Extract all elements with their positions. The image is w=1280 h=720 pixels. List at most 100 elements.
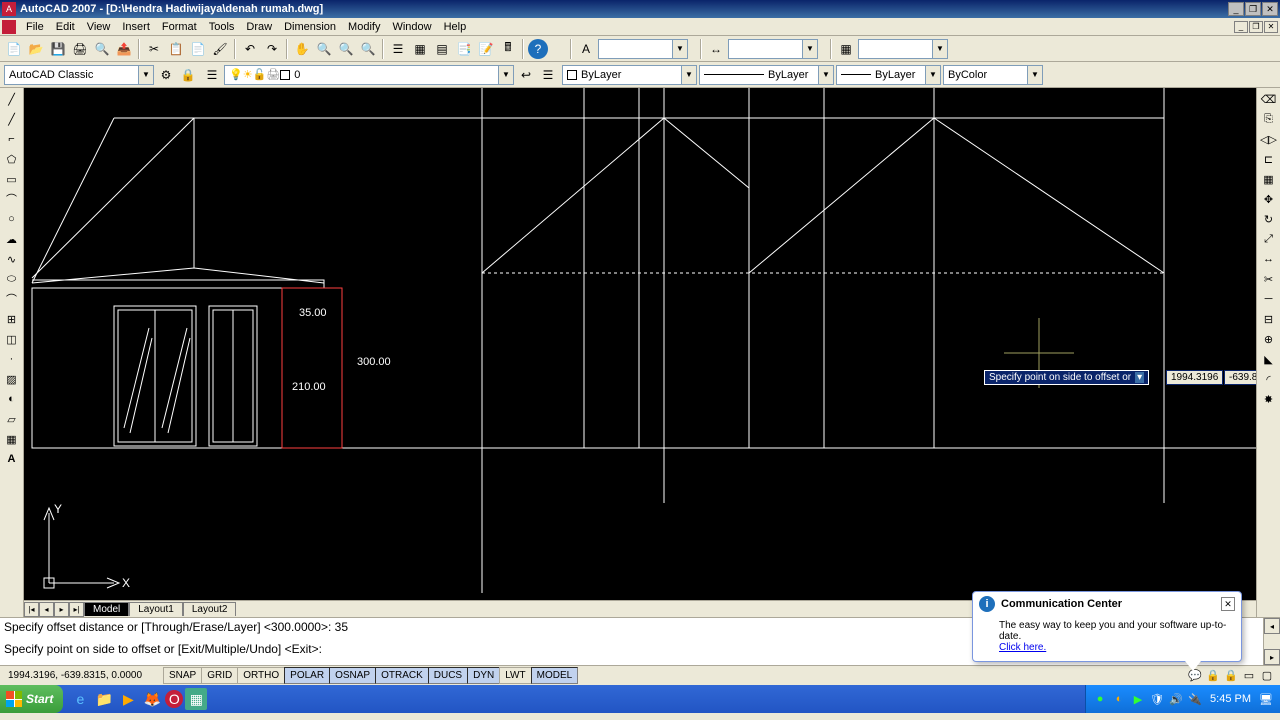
menu-modify[interactable]: Modify	[342, 19, 386, 35]
preview-button[interactable]: 🔍	[92, 39, 112, 59]
toggle-polar[interactable]: POLAR	[284, 667, 330, 684]
clean-screen-icon[interactable]: ▢	[1259, 668, 1275, 684]
toggle-lwt[interactable]: LWT	[499, 667, 531, 684]
arc-tool[interactable]: ⌒	[2, 190, 22, 208]
menu-insert[interactable]: Insert	[116, 19, 156, 35]
line-tool[interactable]: ╱	[2, 90, 22, 108]
tab-layout1[interactable]: Layout1	[129, 602, 183, 616]
toolbar-lock-icon[interactable]: 🔒	[1223, 668, 1239, 684]
cut-button[interactable]: ✂	[144, 39, 164, 59]
insert-tool[interactable]: ⊞	[2, 310, 22, 328]
tray-icon-5[interactable]: 🔊	[1168, 691, 1184, 707]
save-button[interactable]: 💾	[48, 39, 68, 59]
tray-icon-3[interactable]: ▶	[1130, 691, 1146, 707]
toggle-grid[interactable]: GRID	[201, 667, 238, 684]
erase-tool[interactable]: ⌫	[1259, 90, 1279, 108]
toggle-ortho[interactable]: ORTHO	[237, 667, 285, 684]
firefox-icon[interactable]: 🦊	[141, 688, 163, 710]
close-button[interactable]: ✕	[1262, 2, 1278, 16]
tablestyle-icon[interactable]: ▦	[836, 39, 856, 59]
layer-states-button[interactable]: ☰	[538, 65, 558, 85]
dimstyle-combo[interactable]: ▼	[728, 39, 818, 59]
pan-button[interactable]: ✋	[292, 39, 312, 59]
menu-edit[interactable]: Edit	[50, 19, 81, 35]
mtext-tool[interactable]: A	[2, 450, 22, 468]
new-button[interactable]: 📄	[4, 39, 24, 59]
table-tool[interactable]: ▦	[2, 430, 22, 448]
dimstyle-icon[interactable]: ↔	[706, 39, 726, 59]
dynamic-input-x[interactable]: 1994.3196	[1166, 370, 1223, 385]
menu-format[interactable]: Format	[156, 19, 203, 35]
spline-tool[interactable]: ∿	[2, 250, 22, 268]
move-tool[interactable]: ✥	[1259, 190, 1279, 208]
array-tool[interactable]: ▦	[1259, 170, 1279, 188]
ie-icon[interactable]: e	[69, 688, 91, 710]
comm-center-link[interactable]: Click here.	[999, 642, 1233, 653]
ellipse-tool[interactable]: ⬭	[2, 270, 22, 288]
doc-minimize-button[interactable]: _	[1234, 21, 1248, 33]
menu-tools[interactable]: Tools	[203, 19, 241, 35]
rotate-tool[interactable]: ↻	[1259, 210, 1279, 228]
menu-window[interactable]: Window	[386, 19, 437, 35]
menu-dimension[interactable]: Dimension	[278, 19, 342, 35]
layer-prev-button[interactable]: ↩	[516, 65, 536, 85]
explode-tool[interactable]: ✸	[1259, 390, 1279, 408]
scale-tool[interactable]: ⤢	[1259, 230, 1279, 248]
tray-icon-4[interactable]: 🛡	[1149, 691, 1165, 707]
autocad-icon[interactable]: ▦	[185, 688, 207, 710]
layer-combo[interactable]: 💡☀🔓🖨 0 ▼	[224, 65, 514, 85]
start-button[interactable]: Start	[0, 685, 63, 713]
circle-tool[interactable]: ○	[2, 210, 22, 228]
tray-icon-1[interactable]: ●	[1092, 691, 1108, 707]
paste-button[interactable]: 📄	[188, 39, 208, 59]
clock[interactable]: 5:45 PM	[1206, 693, 1255, 705]
break-tool[interactable]: ⊟	[1259, 310, 1279, 328]
fillet-tool[interactable]: ◜	[1259, 370, 1279, 388]
open-button[interactable]: 📂	[26, 39, 46, 59]
comm-center-close-button[interactable]: ✕	[1221, 597, 1235, 611]
coords-display[interactable]: 1994.3196, -639.8315, 0.0000	[4, 668, 164, 683]
textstyle-icon[interactable]: A	[576, 39, 596, 59]
point-tool[interactable]: ·	[2, 350, 22, 368]
revcloud-tool[interactable]: ☁	[2, 230, 22, 248]
plot-button[interactable]: 🖨	[70, 39, 90, 59]
join-tool[interactable]: ⊕	[1259, 330, 1279, 348]
zoom-win-button[interactable]: 🔍	[336, 39, 356, 59]
tab-first-button[interactable]: |◂	[24, 602, 39, 617]
textstyle-combo[interactable]: ▼	[598, 39, 688, 59]
ws-settings-button[interactable]: ⚙	[156, 65, 176, 85]
matchprop-button[interactable]: 🖌	[210, 39, 230, 59]
dynamic-input-y[interactable]: -639.8315	[1224, 370, 1256, 385]
redo-button[interactable]: ↷	[262, 39, 282, 59]
tab-next-button[interactable]: ▸	[54, 602, 69, 617]
copy-tool[interactable]: ⎘	[1259, 110, 1279, 128]
copy-button[interactable]: 📋	[166, 39, 186, 59]
block-tool[interactable]: ◫	[2, 330, 22, 348]
xline-tool[interactable]: ╱	[2, 110, 22, 128]
doc-close-button[interactable]: ✕	[1264, 21, 1278, 33]
command-scrollbar[interactable]: ◂ ▸	[1263, 618, 1280, 665]
ellipsearc-tool[interactable]: ⌒	[2, 290, 22, 308]
extend-tool[interactable]: ─	[1259, 290, 1279, 308]
chamfer-tool[interactable]: ◣	[1259, 350, 1279, 368]
lineweight-combo[interactable]: ByLayer ▼	[836, 65, 941, 85]
hscroll-right[interactable]: ▸	[1264, 649, 1280, 665]
workspace-combo[interactable]: AutoCAD Classic ▼	[4, 65, 154, 85]
markup-button[interactable]: 📝	[476, 39, 496, 59]
gradient-tool[interactable]: ◐	[2, 390, 22, 408]
help-button[interactable]: ?	[528, 39, 548, 59]
mirror-tool[interactable]: ◁▷	[1259, 130, 1279, 148]
tab-layout2[interactable]: Layout2	[183, 602, 237, 616]
publish-button[interactable]: 📤	[114, 39, 134, 59]
menu-file[interactable]: File	[20, 19, 50, 35]
tab-model[interactable]: Model	[84, 602, 129, 616]
toggle-model[interactable]: MODEL	[531, 667, 579, 684]
toggle-otrack[interactable]: OTRACK	[375, 667, 429, 684]
toggle-snap[interactable]: SNAP	[163, 667, 202, 684]
menu-draw[interactable]: Draw	[240, 19, 278, 35]
polygon-tool[interactable]: ⬠	[2, 150, 22, 168]
zoom-prev-button[interactable]: 🔍	[358, 39, 378, 59]
tray-icon-2[interactable]: ◐	[1111, 691, 1127, 707]
lock-icon[interactable]: 🔒	[1205, 668, 1221, 684]
pline-tool[interactable]: ⌐	[2, 130, 22, 148]
